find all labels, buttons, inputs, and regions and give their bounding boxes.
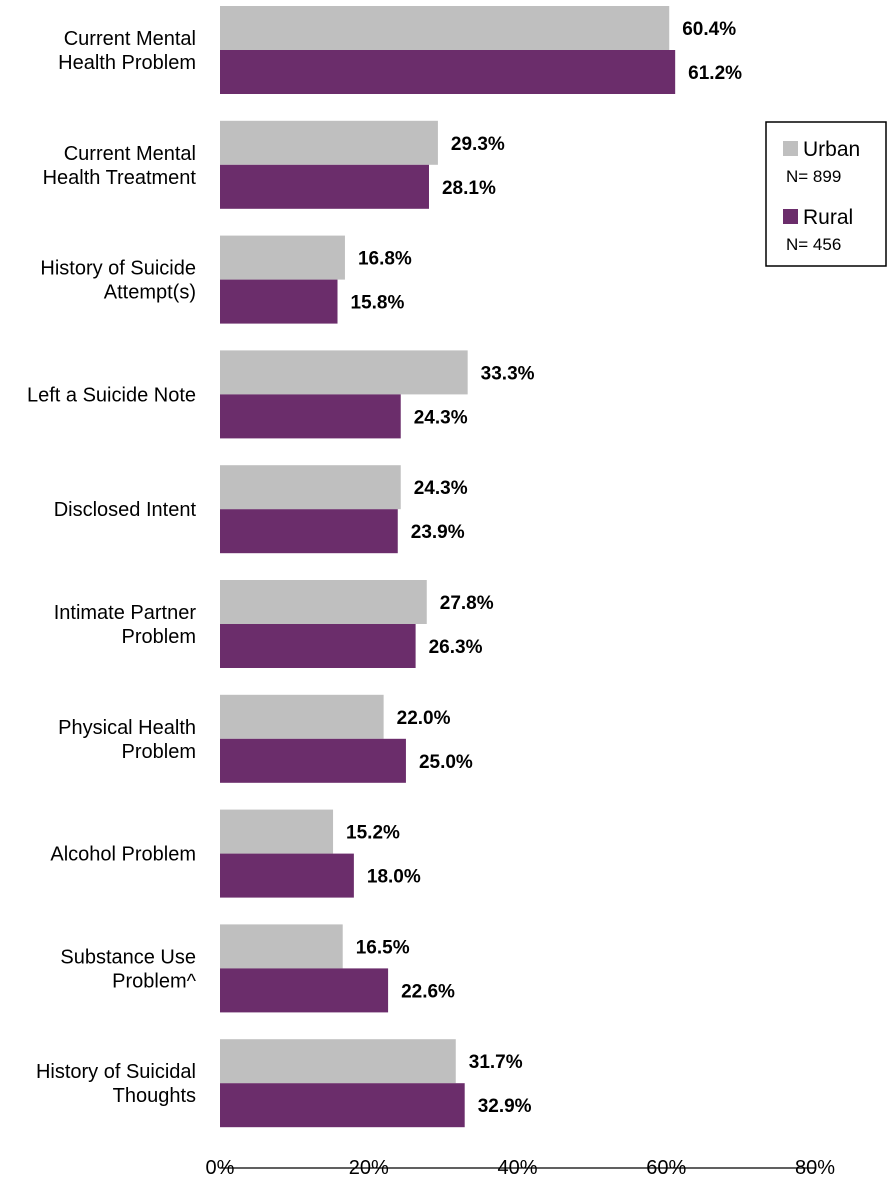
bar-rural-history-of-suicidal-thoughts (220, 1083, 465, 1128)
category-label-history-of-suicidal-thoughts: History of Suicidal Thoughts (36, 1061, 196, 1107)
bar-urban-history-of-suicide-attempt-s (220, 235, 345, 280)
value-label-urban-physical-health-problem: 22.0% (397, 708, 451, 729)
value-label-rural-intimate-partner-problem: 26.3% (429, 637, 483, 658)
bar-urban-intimate-partner-problem (220, 580, 427, 624)
category-labels-group: Current Mental Health Problem Current Ment… (27, 28, 197, 1107)
legend-swatch-urban (783, 141, 798, 156)
x-tick-label-60: 60% (646, 1157, 686, 1179)
value-label-urban-alcohol-problem: 15.2% (346, 823, 400, 844)
bars-group (220, 6, 676, 1128)
bar-rural-left-a-suicide-note (220, 394, 401, 439)
x-tick-label-20: 20% (349, 1157, 389, 1179)
value-label-urban-disclosed-intent: 24.3% (414, 478, 468, 499)
bar-urban-disclosed-intent (220, 465, 401, 510)
value-label-urban-history-of-suicidal-thoughts: 31.7% (469, 1052, 523, 1073)
value-label-rural-history-of-suicide-attempt-s: 15.8% (351, 293, 405, 314)
category-label-disclosed-intent: Disclosed Intent (54, 499, 197, 521)
bar-rural-substance-use-problem (220, 968, 389, 1013)
category-label-intimate-partner-problem: Intimate Partner Problem (54, 602, 197, 648)
category-label-physical-health-problem: Physical Health Problem (58, 717, 196, 763)
value-label-urban-substance-use-problem: 16.5% (356, 937, 410, 958)
bar-rural-history-of-suicide-attempt-s (220, 279, 338, 324)
bar-urban-history-of-suicidal-thoughts (220, 1039, 456, 1084)
category-label-current-mental-health-problem: Current Mental Health Problem (58, 28, 196, 74)
bar-rural-intimate-partner-problem (220, 624, 416, 668)
value-label-rural-current-mental-health-problem: 61.2% (688, 63, 742, 84)
value-label-urban-history-of-suicide-attempt-s: 16.8% (358, 249, 412, 270)
category-label-left-a-suicide-note: Left a Suicide Note (27, 384, 196, 406)
bar-rural-current-mental-health-problem (220, 50, 676, 94)
bar-rural-physical-health-problem (220, 738, 406, 783)
legend: Urban N= 899 Rural N= 456 (765, 121, 887, 267)
value-label-rural-physical-health-problem: 25.0% (419, 752, 473, 773)
x-tick-label-80: 80% (795, 1157, 835, 1179)
bar-urban-substance-use-problem (220, 924, 343, 969)
category-label-current-mental-health-treatment: Current Mental Health Treatment (43, 143, 197, 189)
value-label-rural-substance-use-problem: 22.6% (401, 981, 455, 1002)
value-label-urban-current-mental-health-problem: 60.4% (682, 19, 736, 40)
category-label-history-of-suicide-attempt-s: History of Suicide Attempt(s) (40, 258, 196, 304)
value-label-rural-disclosed-intent: 23.9% (411, 522, 465, 543)
legend-n-rural: N= 456 (786, 235, 841, 254)
x-tick-labels-group: 0% 20% 40% 60% 80% (206, 1157, 836, 1179)
bar-urban-physical-health-problem (220, 694, 384, 739)
category-label-substance-use-problem: Substance Use Problem^ (60, 946, 196, 992)
bar-urban-current-mental-health-treatment (220, 120, 438, 165)
bar-rural-alcohol-problem (220, 853, 354, 898)
bar-rural-disclosed-intent (220, 509, 398, 554)
value-label-urban-left-a-suicide-note: 33.3% (481, 363, 535, 384)
x-tick-label-0: 0% (206, 1157, 235, 1179)
bar-urban-current-mental-health-problem (220, 6, 670, 50)
value-label-rural-alcohol-problem: 18.0% (367, 867, 421, 888)
legend-swatch-rural (783, 209, 798, 224)
value-label-rural-left-a-suicide-note: 24.3% (414, 407, 468, 428)
legend-n-urban: N= 899 (786, 167, 841, 186)
value-label-rural-current-mental-health-treatment: 28.1% (442, 178, 496, 199)
x-tick-label-40: 40% (497, 1157, 537, 1179)
bar-urban-left-a-suicide-note (220, 350, 468, 395)
value-label-rural-history-of-suicidal-thoughts: 32.9% (478, 1096, 532, 1117)
bar-urban-alcohol-problem (220, 809, 334, 854)
value-label-urban-intimate-partner-problem: 27.8% (440, 593, 494, 614)
bar-rural-current-mental-health-treatment (220, 164, 429, 209)
value-label-urban-current-mental-health-treatment: 29.3% (451, 134, 505, 155)
legend-label-urban: Urban (803, 138, 860, 161)
legend-label-rural: Rural (803, 206, 853, 229)
value-labels-group: 60.4% 61.2% 29.3% 28.1% 16.8% 15.8% 33.3% 24.3%… (346, 19, 742, 1117)
category-label-alcohol-problem: Alcohol Problem (50, 844, 196, 866)
